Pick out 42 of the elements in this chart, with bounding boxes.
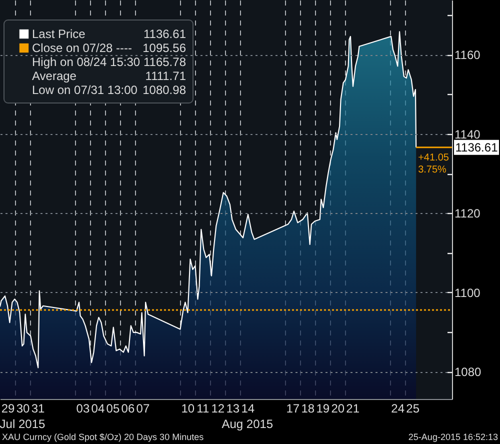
annotation: Low on 07/31 13:00 — [32, 83, 138, 97]
x-tick-label: 30 — [16, 402, 30, 416]
x-tick-label: 19 — [316, 402, 330, 416]
annotation: 1095.56 — [142, 41, 186, 55]
ref-line-label: 1136.61 — [455, 140, 498, 154]
text: XAU Curncy (Gold Spot $/Oz) 20 Days 30 Minutes — [2, 432, 204, 442]
x-tick-label: 06 — [121, 402, 135, 416]
annotation: 1080.98 — [142, 83, 186, 97]
x-tick-label: 25 — [406, 402, 420, 416]
x-tick-label: 07 — [136, 402, 150, 416]
x-tick-label: 10 — [181, 402, 195, 416]
x-tick-label: 29 — [1, 402, 15, 416]
annotation: 3.75% — [418, 164, 447, 176]
text: 25-Aug-2015 16:52:13 — [408, 432, 498, 442]
x-tick-label: 21 — [346, 402, 360, 416]
annotation: High on 08/24 15:30 — [32, 55, 140, 69]
annotation: 1111.71 — [145, 69, 186, 83]
legend-label: Last Price — [32, 27, 86, 41]
x-tick-label: 13 — [226, 402, 240, 416]
x-tick-label: 05 — [106, 402, 120, 416]
y-tick-label: 1160 — [454, 48, 481, 62]
annotation: 1165.78 — [144, 55, 186, 69]
y-tick-label: 1100 — [454, 286, 481, 300]
text: Jul 2015 — [0, 417, 46, 431]
x-tick-label: 03 — [76, 402, 90, 416]
legend-label: Close on 07/28 ---- — [32, 41, 132, 55]
annotation: Average — [32, 69, 77, 83]
x-tick-label: 12 — [211, 402, 225, 416]
x-tick-label: 04 — [91, 402, 105, 416]
x-tick-label: 17 — [286, 402, 300, 416]
x-tick-label: 24 — [391, 402, 405, 416]
x-tick-label: 11 — [196, 402, 210, 416]
y-tick-label: 1120 — [454, 206, 481, 221]
x-tick-label: 31 — [31, 402, 45, 416]
x-tick-label: 18 — [301, 402, 315, 416]
annotation: +41.05 — [418, 152, 450, 164]
text: Aug 2015 — [222, 417, 274, 431]
annotation: 1136.61 — [144, 27, 186, 41]
x-tick-label: 14 — [241, 402, 255, 416]
x-tick-label: 20 — [331, 402, 345, 416]
y-tick-label: 1080 — [454, 365, 482, 380]
y-tick-label: 1140 — [454, 127, 481, 142]
